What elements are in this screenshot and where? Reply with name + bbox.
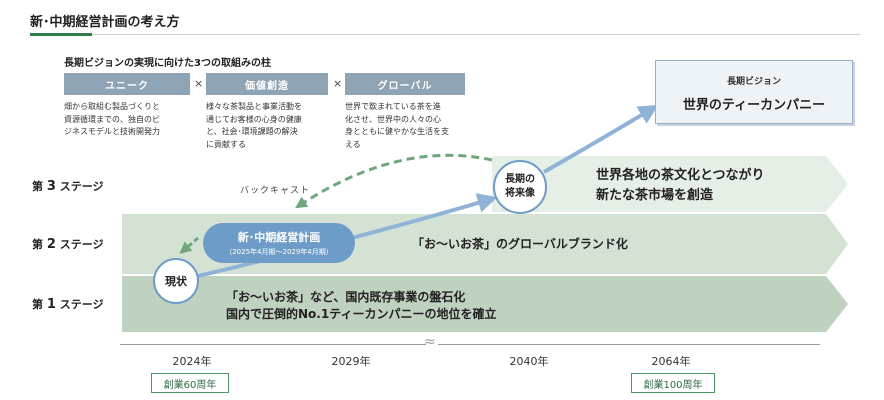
future-line: 将来像 bbox=[505, 188, 535, 199]
pillars-heading: 長期ビジョンの実現に向けた3つの取組みの柱 bbox=[64, 58, 271, 69]
stage-3-text: 世界各地の茶文化とつながり 新たな茶市場を創造 bbox=[596, 166, 764, 206]
year-2064: 2064年 bbox=[651, 355, 691, 368]
vision-title: 世界のティーカンパニー bbox=[682, 98, 826, 113]
times-sign: × bbox=[333, 77, 343, 90]
pillar-desc-line: 様々な茶製品と事業活動を bbox=[206, 102, 302, 111]
mid-term-plan-pill: 新･中期経営計画 （2025年4月期～2029年4月期） bbox=[203, 223, 355, 263]
pillar-desc-line: 畑から取組む製品づくりと bbox=[64, 102, 160, 111]
pillar-desc-line: 身とともに健やかな生活を支 bbox=[345, 127, 449, 136]
milestone-60th: 創業60周年 bbox=[151, 373, 229, 393]
page-title: 新･中期経営計画の考え方 bbox=[30, 15, 180, 30]
stage-prefix: 第 bbox=[32, 180, 43, 193]
plan-title: 新･中期経営計画 bbox=[237, 231, 321, 244]
title-divider bbox=[30, 34, 860, 35]
pillar-desc-global: 世界で飲まれている茶を進 化させ、世界中の人々の心 身とともに健やかな生活を支 … bbox=[345, 101, 469, 151]
stage-1-line: 「お～いお茶」など、国内既存事業の盤石化 bbox=[226, 290, 466, 304]
stage-3-line: 世界各地の茶文化とつながり bbox=[596, 168, 765, 183]
milestone-100th: 創業100周年 bbox=[631, 373, 715, 393]
stage-1-label: 第 1 ステージ bbox=[32, 296, 104, 312]
long-term-vision-box: 長期ビジョン 世界のティーカンパニー bbox=[655, 60, 853, 124]
pillar-desc-line: 通じてお客様の心身の健康 bbox=[206, 114, 302, 124]
stage-prefix: 第 bbox=[32, 298, 43, 311]
stage-suffix: ステージ bbox=[59, 180, 104, 193]
pillar-desc-line: と、社会･環境課題の解決 bbox=[206, 127, 298, 136]
long-term-future-circle: 長期の 将来像 bbox=[493, 160, 547, 214]
pillar-desc-line: 化させ、世界中の人々の心 bbox=[345, 114, 441, 124]
pillar-label-global: グローバル bbox=[345, 73, 465, 95]
stage-1-line: 国内で圧倒的No.1ティーカンパニーの地位を確立 bbox=[226, 307, 497, 321]
pillar-label-value: 価値創造 bbox=[206, 73, 328, 95]
stage-2-label: 第 2 ステージ bbox=[32, 236, 104, 252]
title-accent-bar bbox=[30, 33, 92, 36]
timeline-axis bbox=[120, 344, 820, 345]
year-2040: 2040年 bbox=[509, 355, 549, 368]
stage-3-label: 第 3 ステージ bbox=[32, 178, 104, 194]
pillar-desc-line: に貢献する bbox=[206, 139, 246, 149]
pillar-desc-value: 様々な茶製品と事業活動を 通じてお客様の心身の健康 と、社会･環境課題の解決 に… bbox=[206, 101, 330, 151]
stage-number: 1 bbox=[46, 297, 56, 312]
future-to-vision-arrow bbox=[543, 104, 659, 174]
backcast-label: バックキャスト bbox=[240, 186, 311, 196]
stage-suffix: ステージ bbox=[59, 238, 104, 251]
stage-1-text: 「お～いお茶」など、国内既存事業の盤石化 国内で圧倒的No.1ティーカンパニーの… bbox=[226, 289, 496, 323]
plan-period: （2025年4月期～2029年4月期） bbox=[225, 248, 333, 256]
pillar-desc-line: える bbox=[345, 139, 361, 149]
vision-subtitle: 長期ビジョン bbox=[726, 77, 781, 87]
current-state-circle: 現状 bbox=[153, 258, 199, 304]
axis-break-gap bbox=[426, 335, 438, 353]
pillar-desc-line: 資源循環までの、独自のビ bbox=[64, 114, 160, 124]
stage-prefix: 第 bbox=[32, 238, 43, 251]
pillar-desc-unique: 畑から取組む製品づくりと 資源循環までの、独自のビ ジネスモデルと技術開発力 bbox=[64, 101, 188, 139]
pillar-desc-line: ジネスモデルと技術開発力 bbox=[64, 127, 160, 136]
stage-3-line: 新たな茶市場を創造 bbox=[596, 188, 714, 203]
pillar-label-unique: ユニーク bbox=[64, 73, 190, 95]
stage-1-arrow bbox=[122, 276, 848, 332]
stage-number: 3 bbox=[46, 179, 56, 194]
stage-3-arrow bbox=[492, 156, 848, 212]
stage-number: 2 bbox=[46, 237, 56, 252]
year-2024: 2024年 bbox=[172, 355, 212, 368]
stage-2-text: 「お～いお茶」のグローバルブランド化 bbox=[412, 237, 628, 251]
future-line: 長期の bbox=[505, 174, 535, 185]
axis-break-mark: ≈ bbox=[424, 334, 436, 350]
times-sign: × bbox=[194, 77, 204, 90]
backcast-arrow bbox=[294, 153, 493, 209]
pillar-desc-line: 世界で飲まれている茶を進 bbox=[345, 102, 441, 111]
plan-to-current-arrow bbox=[179, 236, 199, 254]
stage-suffix: ステージ bbox=[59, 298, 104, 311]
year-2029: 2029年 bbox=[331, 355, 371, 368]
